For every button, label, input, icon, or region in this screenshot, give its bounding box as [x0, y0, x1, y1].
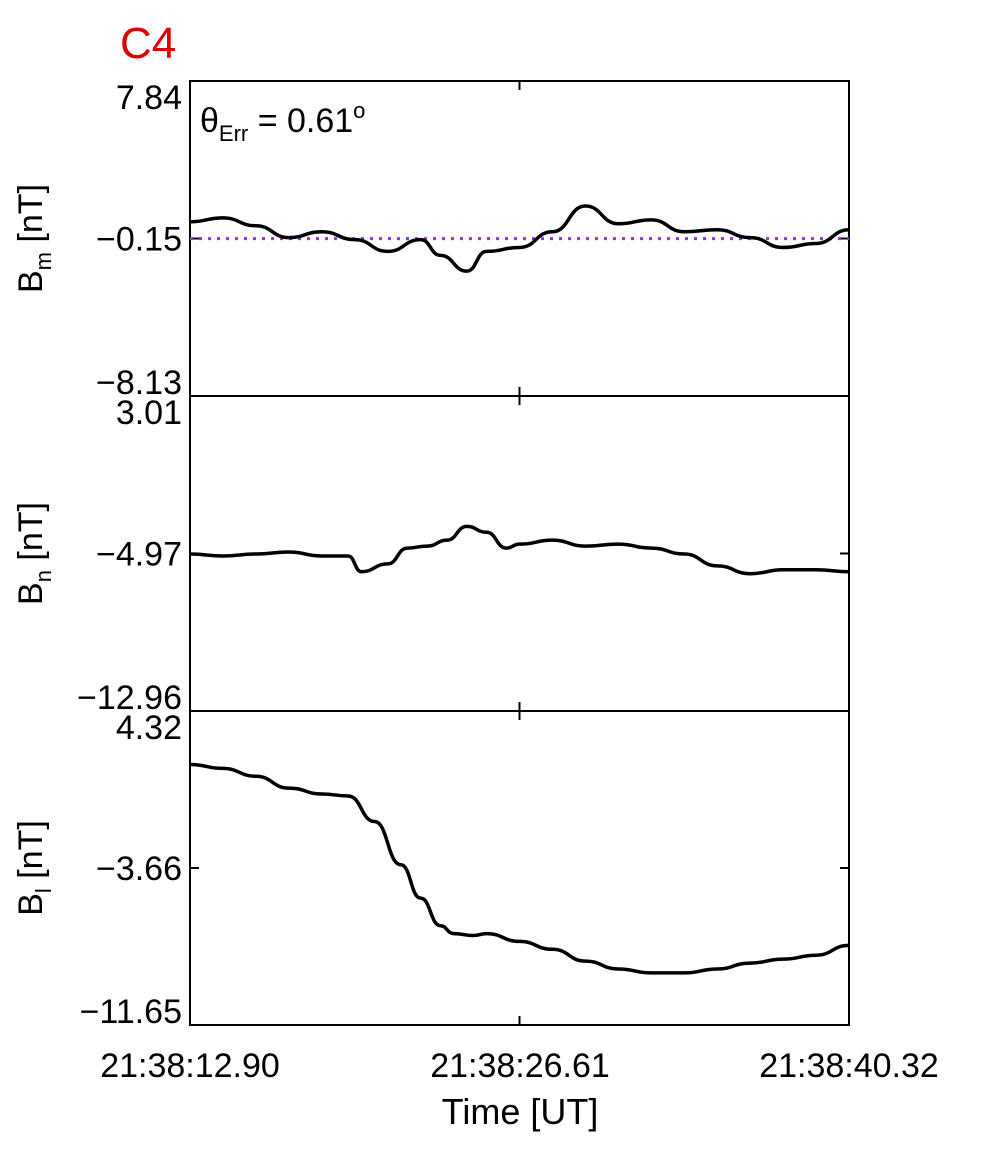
y-tick-label: 7.84	[116, 79, 182, 117]
y-axis-label: Bl [nT]	[12, 820, 56, 916]
series-line	[189, 524, 850, 576]
x-tick-label-2: 21:38:40.32	[759, 1047, 939, 1085]
y-tick-label: 3.01	[116, 394, 182, 432]
y-tick-label: −4.97	[96, 536, 182, 574]
y-tick-label: −11.65	[80, 993, 182, 1031]
panel-frame	[189, 710, 850, 1026]
chart-title: C4	[120, 19, 176, 68]
series-line	[189, 204, 850, 273]
y-tick-label: 4.32	[116, 709, 182, 747]
y-tick-label: −8.13	[96, 364, 182, 402]
y-tick-label: −3.66	[96, 850, 182, 888]
degree-superscript: o	[353, 98, 365, 123]
series-line	[189, 762, 850, 975]
y-tick-label: −12.96	[77, 679, 182, 717]
theta-subscript: Err	[219, 121, 248, 146]
x-tick-label-0: 21:38:12.90	[100, 1047, 280, 1085]
y-axis-label: Bm [nT]	[12, 184, 56, 293]
panel-bn: 3.01 −4.97 −12.96 Bn [nT]	[12, 394, 850, 717]
theta-value: = 0.61	[248, 102, 353, 140]
theta-error-annotation: θErr = 0.61o	[200, 98, 365, 146]
panel-bm: 7.84 −0.15 −8.13 Bm [nT]	[12, 79, 850, 402]
x-axis-label: Time [UT]	[442, 1091, 599, 1132]
panel-bl: 4.32 −3.66 −11.65 Bl [nT]	[12, 709, 850, 1031]
x-tick-label-1: 21:38:26.61	[430, 1047, 610, 1085]
y-axis-label: Bn [nT]	[12, 502, 56, 605]
theta-symbol: θ	[200, 102, 219, 140]
y-tick-label: −0.15	[96, 221, 182, 259]
